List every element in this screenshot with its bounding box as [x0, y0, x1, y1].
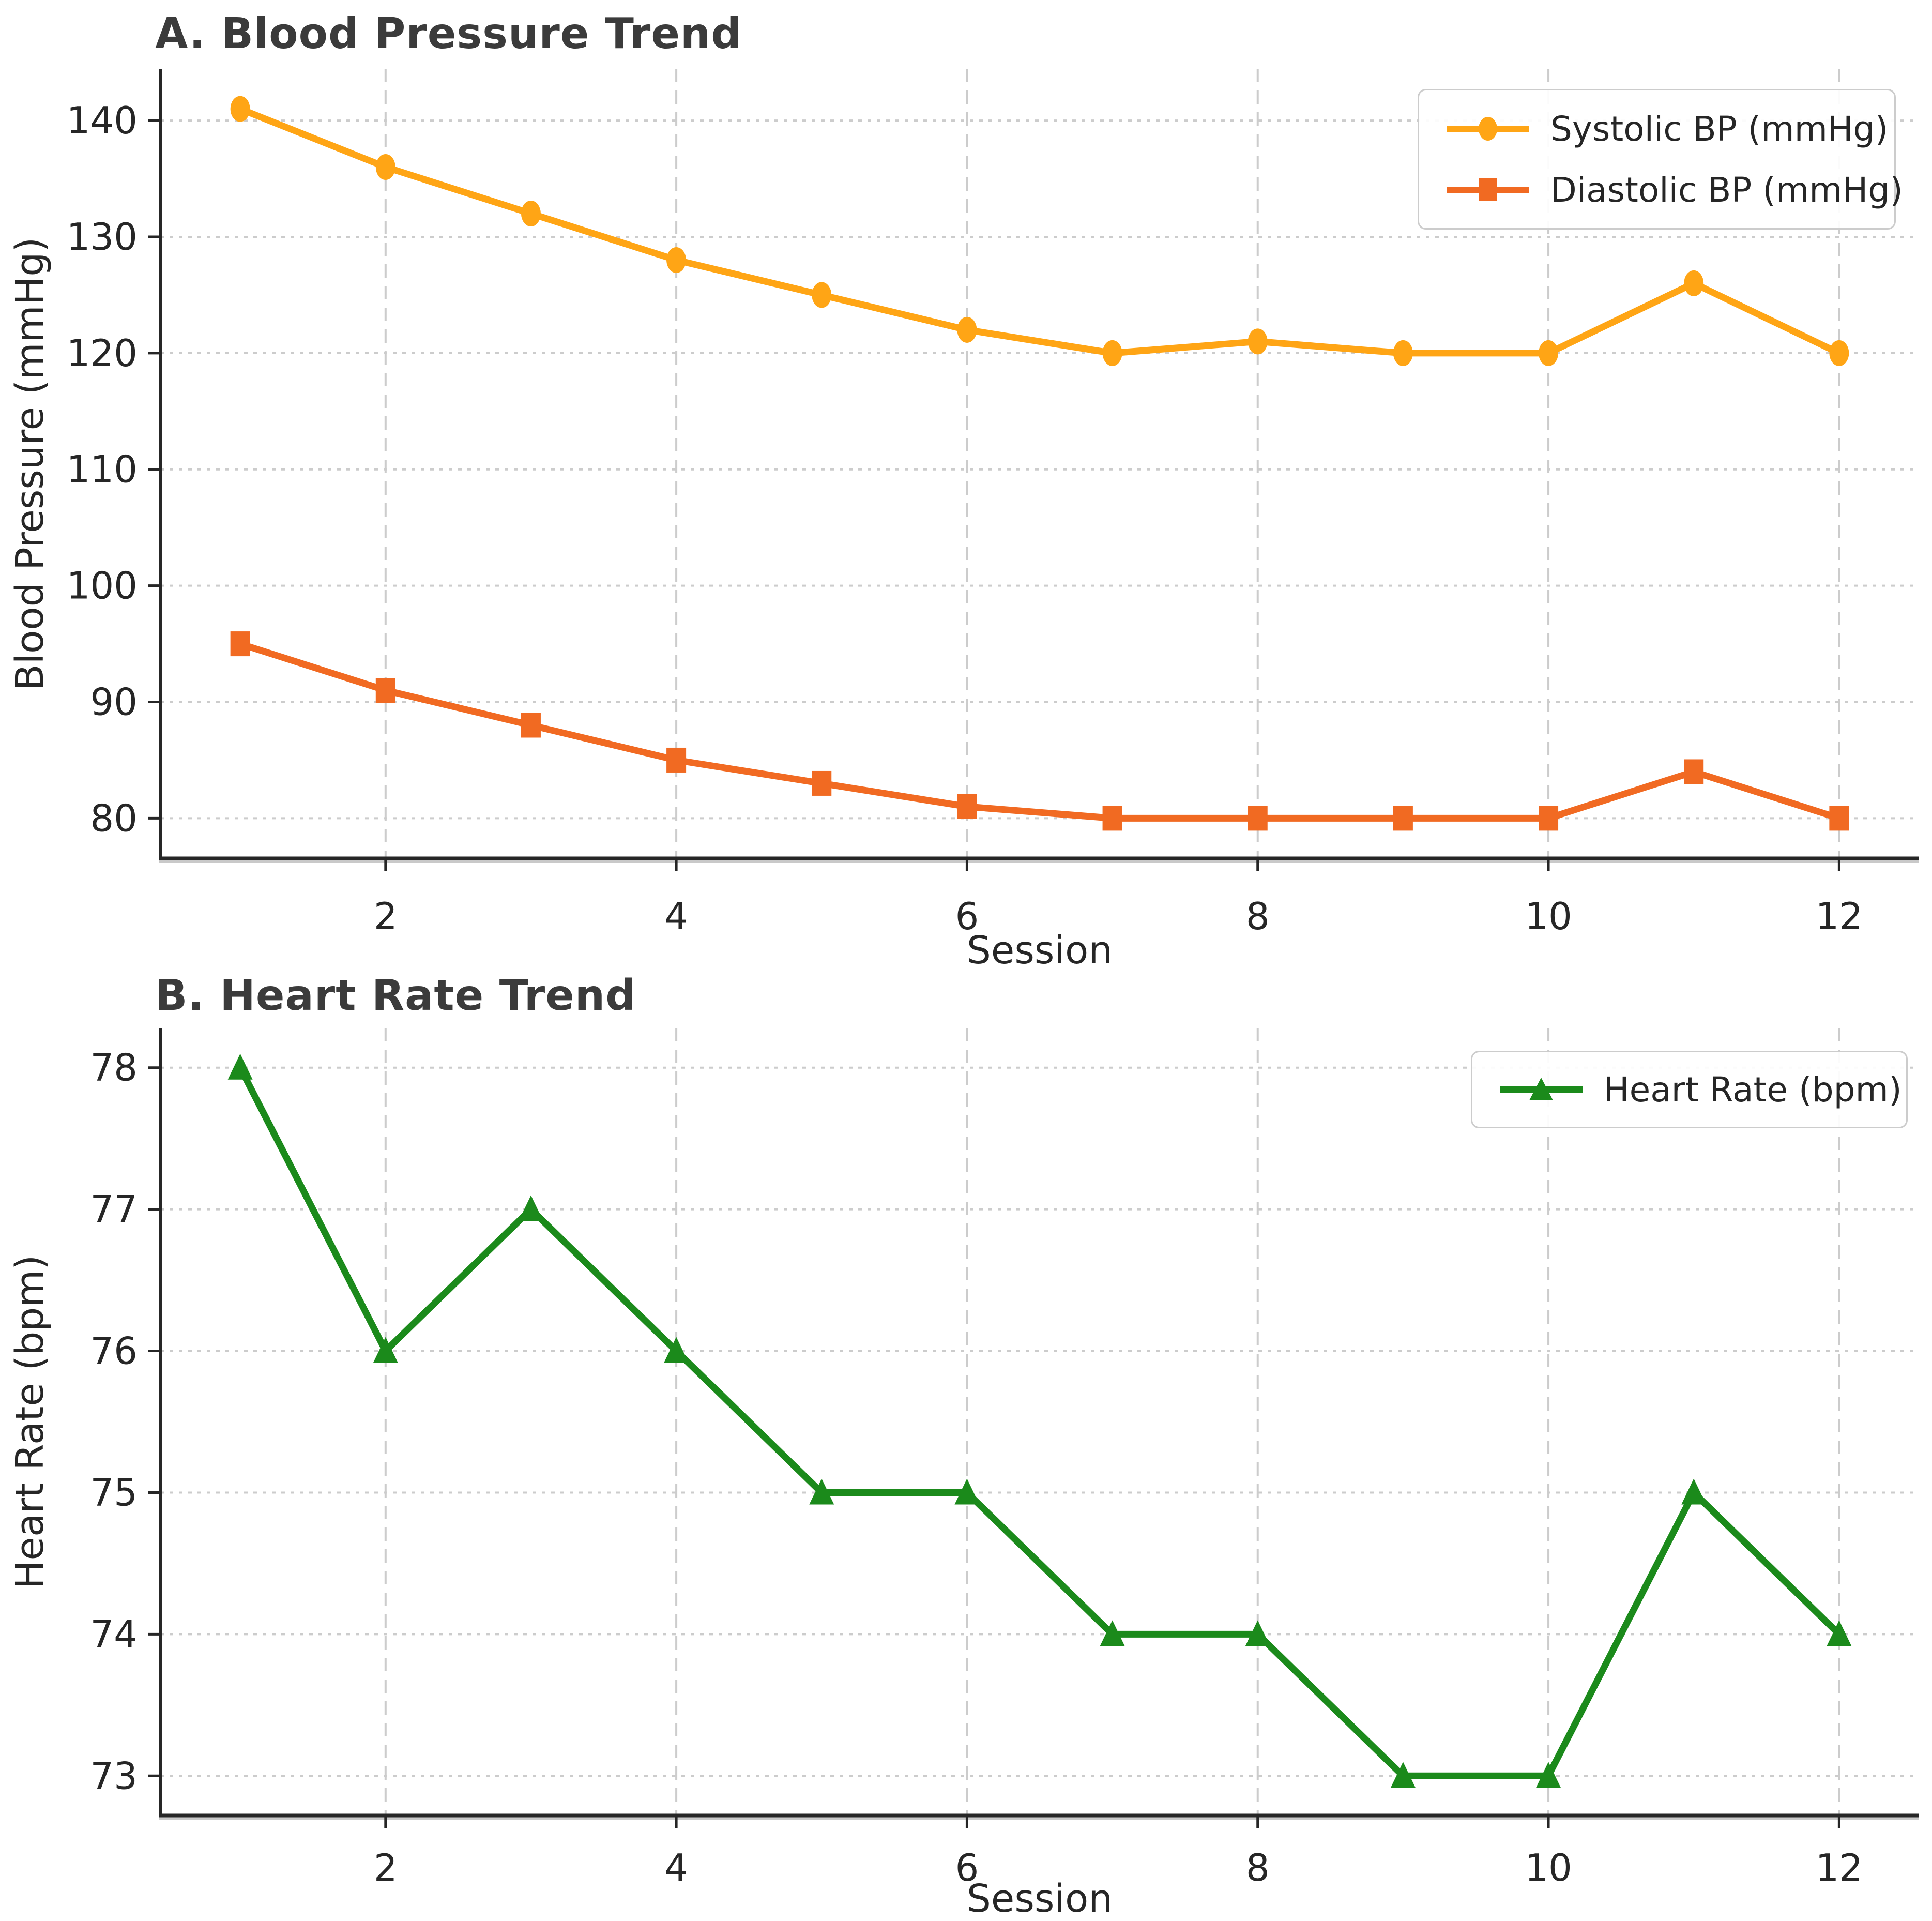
triangle-marker [664, 1337, 689, 1363]
legend-row-heart-rate: Heart Rate (bpm) [1497, 1066, 1902, 1113]
triangle-marker [1827, 1620, 1852, 1646]
legend-label-diastolic: Diastolic BP (mmHg) [1550, 170, 1903, 210]
triangle-marker [518, 1195, 543, 1221]
x-tick-label: 12 [1816, 895, 1863, 938]
square-marker [1539, 806, 1559, 831]
y-tick-label: 73 [90, 1754, 138, 1797]
x-tick-label: 2 [374, 1846, 398, 1889]
y-tick-label: 77 [90, 1188, 138, 1231]
triangle-marker [1245, 1620, 1270, 1646]
triangle-marker [1681, 1478, 1707, 1505]
x-tick-label: 4 [664, 1846, 688, 1889]
circle-marker [957, 316, 977, 343]
legend-label-heart-rate: Heart Rate (bpm) [1604, 1069, 1902, 1110]
square-marker [957, 794, 977, 819]
y-tick-label: 78 [90, 1046, 138, 1090]
triangle-marker [809, 1478, 834, 1505]
triangle-marker [1536, 1762, 1561, 1788]
circle-marker [1829, 340, 1849, 366]
x-tick-label: 6 [955, 1846, 979, 1889]
series-line-circle [237, 105, 1843, 357]
square-marker [1102, 806, 1122, 831]
x-tick-label: 10 [1525, 895, 1572, 938]
y-tick-label: 75 [90, 1471, 138, 1514]
panel-a-x-axis-label: Session [966, 928, 1113, 973]
circle-marker [230, 96, 250, 122]
square-marker [812, 770, 832, 796]
square-marker [666, 747, 687, 773]
y-tick-label: 74 [90, 1612, 138, 1656]
circle-marker [1393, 340, 1413, 366]
triangle-marker [1100, 1620, 1125, 1646]
series-line-triangle [237, 1064, 1843, 1779]
circle-marker [812, 282, 832, 308]
y-tick-label: 130 [67, 215, 138, 259]
circle-marker [375, 154, 395, 180]
square-marker [1248, 806, 1268, 831]
y-tick-label: 140 [67, 99, 138, 142]
x-tick-label: 4 [664, 895, 688, 938]
square-marker [1684, 759, 1704, 784]
square-marker [375, 678, 395, 703]
x-tick-label: 12 [1816, 1846, 1863, 1889]
square-marker [521, 713, 541, 738]
triangle-marker [954, 1478, 980, 1505]
x-tick-label: 8 [1246, 895, 1270, 938]
x-tick-label: 2 [374, 895, 398, 938]
panel-b-x-axis-label: Session [966, 1877, 1113, 1921]
diastolic-line-icon [1447, 178, 1529, 201]
y-tick-label: 76 [90, 1329, 138, 1373]
triangle-marker [1390, 1762, 1416, 1788]
y-tick-label: 90 [90, 680, 138, 724]
circle-marker [1102, 340, 1122, 366]
y-tick-label: 110 [67, 448, 138, 491]
square-marker [1393, 806, 1413, 831]
legend-row-systolic: Systolic BP (mmHg) [1444, 105, 1888, 153]
legend-label-systolic: Systolic BP (mmHg) [1550, 109, 1889, 149]
y-tick-label: 120 [67, 331, 138, 375]
circle-marker [1539, 340, 1559, 366]
circle-marker [1684, 270, 1704, 296]
y-tick-label: 100 [67, 564, 138, 608]
panel-b-legend: Heart Rate (bpm) [1471, 1051, 1908, 1128]
x-tick-label: 6 [955, 895, 979, 938]
circle-marker [521, 200, 541, 226]
triangle-marker [227, 1053, 253, 1080]
panel-b-title: B. Heart Rate Trend [155, 971, 636, 1020]
panel-a-legend: Systolic BP (mmHg) Diastolic BP (mmHg) [1418, 89, 1903, 230]
heart-rate-line-icon [1500, 1078, 1583, 1100]
x-tick-label: 8 [1246, 1846, 1270, 1889]
x-tick-label: 10 [1525, 1846, 1572, 1889]
square-marker [1829, 806, 1849, 831]
y-tick-label: 80 [90, 796, 138, 840]
circle-marker [666, 247, 687, 273]
square-marker [230, 631, 250, 657]
circle-marker [1248, 328, 1268, 355]
systolic-line-icon [1447, 117, 1529, 141]
panel-a-title: A. Blood Pressure Trend [155, 9, 742, 58]
legend-row-diastolic: Diastolic BP (mmHg) [1444, 166, 1903, 214]
triangle-marker [373, 1337, 398, 1363]
series-line-square [237, 640, 1843, 822]
